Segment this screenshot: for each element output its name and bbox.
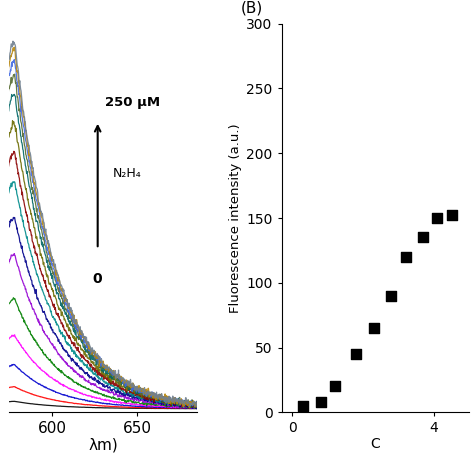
X-axis label: C: C xyxy=(371,437,380,451)
Text: 0: 0 xyxy=(93,273,102,286)
Y-axis label: Fluorescence intensity (a.u.): Fluorescence intensity (a.u.) xyxy=(229,123,242,313)
Text: 250 μM: 250 μM xyxy=(105,96,160,109)
Point xyxy=(331,383,338,390)
Point xyxy=(402,253,410,261)
Text: N₂H₄: N₂H₄ xyxy=(113,167,141,180)
X-axis label: λm): λm) xyxy=(89,438,118,453)
Point xyxy=(352,350,360,358)
Point xyxy=(434,214,441,222)
Point xyxy=(419,234,427,241)
Point xyxy=(448,212,456,219)
Point xyxy=(317,398,324,406)
Text: (B): (B) xyxy=(240,1,263,16)
Point xyxy=(299,402,307,410)
Point xyxy=(370,324,377,332)
Point xyxy=(388,292,395,300)
